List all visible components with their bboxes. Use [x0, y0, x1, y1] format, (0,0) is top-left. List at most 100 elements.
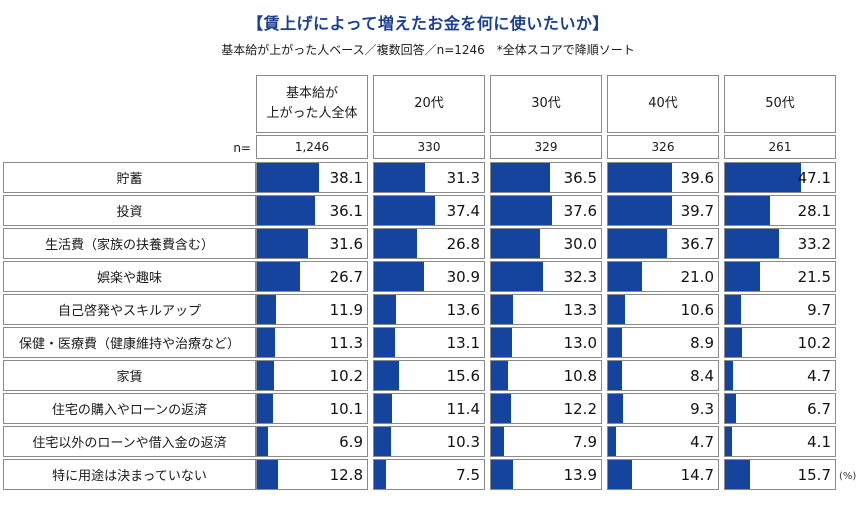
bar [725, 196, 771, 225]
row-label: 住宅以外のローンや借入金の返済 [3, 426, 256, 457]
bar [374, 295, 396, 324]
bar-cell: 14.7 [607, 459, 719, 490]
bar-cell: 13.1 [373, 327, 485, 358]
bar [374, 394, 393, 423]
header-spacer: n= [3, 75, 256, 162]
bar-value: 32.3 [563, 267, 597, 286]
bar-cell: 31.3 [373, 162, 485, 193]
bar-cell: 10.3 [373, 426, 485, 457]
bar [491, 460, 514, 489]
column-header-line: 30代 [531, 95, 561, 111]
bar-cell: 21.0 [607, 261, 719, 292]
row-label: 自己啓発やスキルアップ [3, 294, 256, 325]
column-header-line: 基本給が [285, 85, 338, 101]
bar [374, 163, 425, 192]
bar [374, 196, 435, 225]
bar-value: 12.2 [563, 399, 597, 418]
n-value: 261 [724, 135, 836, 159]
bar [608, 229, 668, 258]
bar [257, 394, 274, 423]
bar-value: 15.6 [446, 366, 480, 385]
bar [608, 295, 626, 324]
row-label: 娯楽や趣味 [3, 261, 256, 292]
bar-value: 10.8 [563, 366, 597, 385]
bar-value: 31.6 [329, 234, 363, 253]
bar-cell: 30.9 [373, 261, 485, 292]
row-label: 家賃 [3, 360, 256, 391]
bar [608, 361, 622, 390]
row-label: 住宅の購入やローンの返済 [3, 393, 256, 424]
column-header-line: 50代 [765, 95, 795, 111]
bar-value: 8.4 [690, 366, 714, 385]
bar-value: 4.7 [807, 366, 831, 385]
bar-value: 39.6 [680, 168, 714, 187]
row-label: 保健・医療費（健康維持や治療など） [3, 327, 256, 358]
bar-cell: 4.1 [724, 426, 836, 457]
bar-value: 37.4 [446, 201, 480, 220]
bar-cell: 7.9 [490, 426, 602, 457]
chart-subtitle: 基本給が上がった人ベース／複数回答／n=1246 *全体スコアで降順ソート [221, 43, 635, 57]
bar-value: 13.3 [563, 300, 597, 319]
bar-value: 37.6 [563, 201, 597, 220]
row-label: 投資 [3, 195, 256, 226]
column-header: 50代 [724, 75, 836, 133]
bar [374, 262, 424, 291]
bar-value: 39.7 [680, 201, 714, 220]
bar-cell: 10.2 [724, 327, 836, 358]
bar [374, 328, 396, 357]
bar-value: 36.1 [329, 201, 363, 220]
bar [257, 229, 309, 258]
bar-cell: 37.6 [490, 195, 602, 226]
bar-cell: 38.1 [256, 162, 368, 193]
bar [608, 163, 673, 192]
row-label: 生活費（家族の扶養費含む） [3, 228, 256, 259]
bar-cell: 12.2 [490, 393, 602, 424]
bar-cell: 13.6 [373, 294, 485, 325]
data-column: 50代 261 47.1 28.1 33.2 21.5 9.7 10.2 4.7 6.7 4.1 15… [724, 75, 836, 492]
bar [491, 163, 551, 192]
bar-value: 8.9 [690, 333, 714, 352]
n-value: 330 [373, 135, 485, 159]
bar [257, 262, 301, 291]
bar-cell: 13.0 [490, 327, 602, 358]
n-value: 326 [607, 135, 719, 159]
bar [491, 229, 540, 258]
bar [374, 427, 391, 456]
bar [491, 427, 504, 456]
bar-value: 12.8 [329, 465, 363, 484]
data-column: 40代 326 39.6 39.7 36.7 21.0 10.6 8.9 8.4 9.3 4.7 14… [607, 75, 719, 492]
bar-value: 11.9 [329, 300, 363, 319]
bar-cell: 28.1 [724, 195, 836, 226]
column-header: 20代 [373, 75, 485, 133]
bar-cell: 10.6 [607, 294, 719, 325]
bar [257, 328, 276, 357]
bar-cell: 10.2 [256, 360, 368, 391]
bar-cell: 36.1 [256, 195, 368, 226]
column-header-line: 20代 [414, 95, 444, 111]
percent-unit-label: (%) [839, 471, 856, 482]
bar-cell: 8.4 [607, 360, 719, 391]
row-label: 貯蓄 [3, 162, 256, 193]
bar-value: 33.2 [797, 234, 831, 253]
bar-value: 13.0 [563, 333, 597, 352]
bar-value: 11.3 [329, 333, 363, 352]
column-header: 30代 [490, 75, 602, 133]
bar-cell: 13.3 [490, 294, 602, 325]
bar-value: 36.5 [563, 168, 597, 187]
bar-cell: 39.6 [607, 162, 719, 193]
bar-cell: 8.9 [607, 327, 719, 358]
bar [725, 427, 732, 456]
bar [257, 427, 269, 456]
category-column: n= 貯蓄 投資 生活費（家族の扶養費含む） 娯楽や趣味 自己啓発やスキルアップ 保健・医… [3, 75, 256, 492]
data-column: 基本給が 上がった人全体 1,246 38.1 36.1 31.6 26.7 11.9 11.3… [256, 75, 368, 492]
bar-cell: 10.1 [256, 393, 368, 424]
bar-value: 10.2 [797, 333, 831, 352]
bar-value: 10.3 [446, 432, 480, 451]
bar-value: 26.7 [329, 267, 363, 286]
bar-cell: 11.4 [373, 393, 485, 424]
bar [491, 328, 513, 357]
data-column: 20代 330 31.3 37.4 26.8 30.9 13.6 13.1 15.6 11.4 10… [373, 75, 485, 492]
bar-value: 28.1 [797, 201, 831, 220]
bar-cell: 30.0 [490, 228, 602, 259]
bar [608, 460, 632, 489]
